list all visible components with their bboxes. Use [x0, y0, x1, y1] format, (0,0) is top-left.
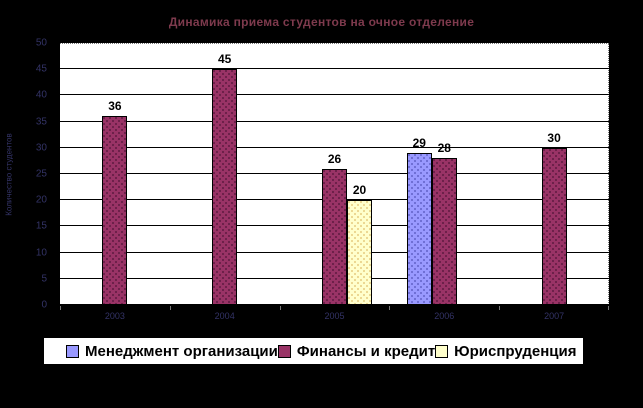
x-tick-label: 2004 [214, 311, 235, 321]
bar-финансы-2007 [541, 147, 567, 305]
bar-value-label: 36 [108, 99, 122, 114]
gridline [60, 146, 609, 148]
bar-value-label: 20 [352, 183, 367, 198]
bar-value-label: 30 [547, 130, 561, 145]
legend-item-finance: Финансы и кредит [277, 342, 436, 360]
gridline [60, 94, 609, 96]
y-tick-label: 50 [35, 37, 47, 49]
x-tick-mark [279, 306, 281, 310]
x-axis-tick-labels: 2003 2004 2005 2006 2007 [60, 311, 609, 323]
gridline [60, 68, 609, 70]
x-axis-line [60, 304, 609, 305]
legend-item-law: Юриспруденция [435, 343, 576, 360]
y-tick-label: 25 [35, 168, 47, 180]
y-tick-label: 30 [35, 142, 47, 154]
bar-финансы-2003 [102, 116, 128, 305]
x-tick-mark [499, 306, 501, 310]
y-tick-label: 15 [35, 220, 47, 232]
bar-value-label: 29 [412, 136, 426, 151]
y-tick-label: 35 [35, 116, 47, 128]
x-tick-label: 2006 [434, 311, 455, 321]
chart-title: Динамика приема студентов на очное отдел… [168, 15, 475, 29]
legend-label: Менеджмент организации [85, 342, 278, 360]
x-tick-mark [169, 306, 171, 310]
bar-финансы-2004 [212, 69, 238, 305]
x-tick-label: 2005 [324, 311, 345, 321]
bar-юриспруденция-2005 [347, 200, 372, 305]
y-tick-label: 45 [35, 63, 47, 75]
plot-border-top [60, 43, 609, 44]
y-tick-label: 40 [35, 89, 47, 101]
legend-label: Юриспруденция [454, 342, 577, 360]
plot-area: 29 36 45 26 28 30 20 [60, 43, 609, 305]
bar-менеджмент-2006 [406, 153, 432, 305]
x-tick-label: 2003 [104, 311, 125, 321]
y-tick-label: 20 [35, 194, 47, 206]
bar-value-label: 26 [327, 151, 342, 166]
y-tick-label: 5 [41, 273, 47, 285]
bar-финансы-2005 [322, 168, 347, 305]
gridline [60, 120, 609, 122]
legend-item-management: Менеджмент организации [66, 343, 278, 360]
y-axis-tick-labels: 0 5 10 15 20 25 30 35 40 45 50 [0, 38, 55, 311]
plot-border-right [608, 43, 609, 305]
legend-swatch-icon [66, 344, 79, 358]
legend-swatch-icon [277, 344, 291, 358]
x-tick-label: 2007 [544, 311, 565, 321]
bar-value-label: 28 [437, 141, 451, 156]
y-tick-label: 0 [41, 299, 47, 311]
x-tick-mark [389, 306, 391, 310]
y-tick-label: 10 [35, 247, 47, 259]
x-tick-mark [60, 306, 61, 310]
bar-value-label: 45 [218, 52, 232, 67]
legend-label: Финансы и кредит [296, 342, 436, 360]
x-tick-mark [608, 306, 609, 310]
bar-финансы-2006 [431, 158, 457, 305]
legend: Менеджмент организации Финансы и кредит … [43, 337, 584, 365]
legend-swatch-icon [435, 344, 449, 358]
x-axis-tick-marks [60, 305, 609, 310]
